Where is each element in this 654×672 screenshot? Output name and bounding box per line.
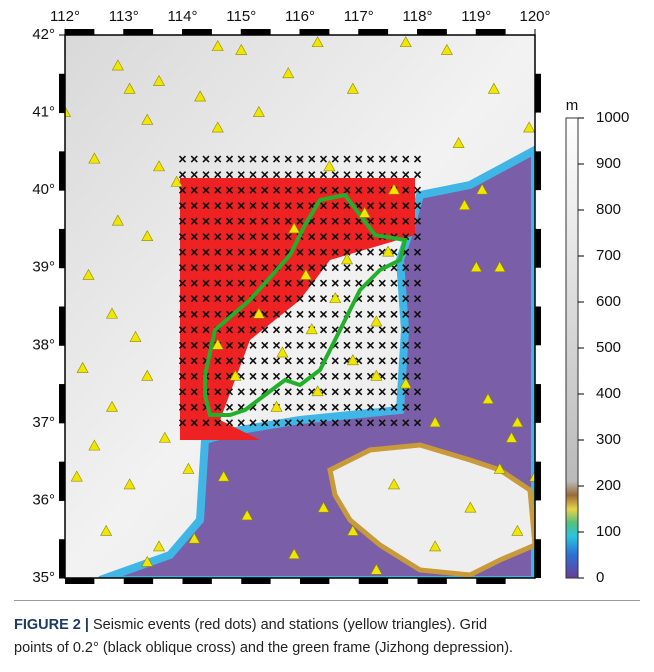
frame-bar	[59, 462, 65, 501]
y-tick-label: 40°	[32, 181, 55, 198]
frame-bar	[65, 578, 94, 584]
figure-label: FIGURE 2 |	[14, 617, 89, 633]
page: {"map": { "xticks": [{"value":112,"label…	[0, 0, 654, 672]
y-tick-label: 41°	[32, 104, 55, 121]
x-tick-label: 115°	[226, 8, 256, 25]
y-tick-label: 36°	[32, 491, 55, 508]
caption-text: Seismic events (red dots) and stations (…	[93, 617, 487, 633]
frame-bar	[59, 229, 65, 268]
frame-bar	[124, 29, 153, 35]
colorbar-tick-label: 900	[596, 155, 621, 172]
frame-bar	[241, 578, 270, 584]
map-figure: m 112° 113° 114° 115° 116° 117° 118° 119° 120° 35…	[0, 0, 654, 600]
colorbar-tick-label: 0	[596, 569, 604, 586]
frame-bar	[59, 307, 65, 346]
frame-bar	[535, 539, 541, 578]
frame-bar	[300, 578, 329, 584]
frame-bar	[535, 384, 541, 423]
frame-bar	[59, 539, 65, 578]
x-tick-label: 119°	[461, 8, 491, 25]
frame-bar	[183, 29, 212, 35]
colorbar-tick-label: 400	[596, 385, 621, 402]
frame-bar	[300, 29, 329, 35]
frame-bar	[59, 384, 65, 423]
x-tick-label: 112°	[50, 8, 80, 25]
frame-bar	[183, 578, 212, 584]
colorbar-tick-label: 500	[596, 339, 621, 356]
frame-bar	[359, 578, 388, 584]
caption: FIGURE 2 | Seismic events (red dots) and…	[14, 614, 644, 660]
frame-bar	[124, 578, 153, 584]
colorbar-tick-label: 200	[596, 477, 621, 494]
frame-bar	[476, 578, 505, 584]
frame-bar	[241, 29, 270, 35]
colorbar-tick-label: 300	[596, 431, 621, 448]
frame-bar	[535, 229, 541, 268]
frame-bar	[535, 151, 541, 190]
y-tick-label: 37°	[32, 414, 55, 431]
frame-bar	[59, 151, 65, 190]
frame-bar	[476, 29, 505, 35]
x-tick-label: 120°	[519, 8, 550, 25]
colorbar-tick-label: 1000	[596, 109, 629, 126]
frame-bar	[535, 462, 541, 501]
x-tick-label: 118°	[403, 8, 433, 25]
y-tick-label: 35°	[32, 569, 55, 586]
caption-rule	[14, 600, 640, 601]
y-tick-label: 39°	[32, 259, 55, 276]
caption-line: FIGURE 2 | Seismic events (red dots) and…	[14, 614, 644, 637]
y-tick-label: 38°	[32, 336, 55, 353]
frame-bar	[59, 74, 65, 113]
colorbar-tick-label: 800	[596, 201, 621, 218]
frame-bar	[359, 29, 388, 35]
caption-line: points of 0.2° (black oblique cross) and…	[14, 637, 644, 660]
x-tick-label: 117°	[344, 8, 374, 25]
colorbar	[566, 118, 578, 578]
frame-bar	[65, 29, 94, 35]
colorbar-tick-label: 600	[596, 293, 621, 310]
frame-bar	[418, 29, 447, 35]
map-area	[60, 35, 541, 580]
colorbar-tick-label: 100	[596, 523, 621, 540]
frame-bar	[535, 74, 541, 113]
colorbar-unit: m	[566, 97, 579, 114]
colorbar-tick-label: 700	[596, 247, 621, 264]
x-tick-label: 116°	[285, 8, 315, 25]
x-tick-label: 114°	[168, 8, 198, 25]
y-tick-label: 42°	[32, 26, 55, 43]
x-tick-label: 113°	[109, 8, 139, 25]
frame-bar	[418, 578, 447, 584]
frame-bar	[535, 307, 541, 346]
